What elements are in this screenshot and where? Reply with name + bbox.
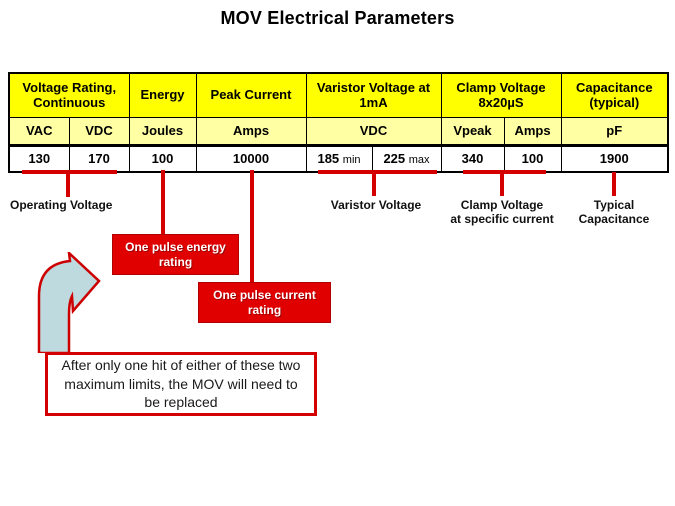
value-joules: 100: [128, 144, 197, 173]
varistor-min-label: min: [342, 153, 361, 166]
unit-amps: Amps: [195, 117, 307, 146]
peak-current-connector-line: [250, 170, 254, 283]
table-units-row: VAC VDC Joules Amps VDC Vpeak Amps pF: [8, 117, 669, 146]
unit-vdc: VDC: [68, 117, 130, 146]
energy-connector-line: [161, 170, 165, 235]
page-title: MOV Electrical Parameters: [220, 8, 455, 28]
col-header-capacitance: Capacitance (typical): [560, 72, 669, 118]
unit-joules: Joules: [128, 117, 197, 146]
energy-rating-callout: One pulse energy rating: [112, 234, 239, 275]
unit-vpeak: Vpeak: [440, 117, 505, 146]
clamp-voltage-label: Clamp Voltage at specific current: [450, 198, 554, 227]
table-header-row: Voltage Rating, Continuous Energy Peak C…: [8, 72, 669, 118]
mov-parameters-table: Voltage Rating, Continuous Energy Peak C…: [8, 72, 669, 173]
value-vpeak: 340: [440, 144, 505, 173]
value-clamp-amps: 100: [503, 144, 562, 173]
varistor-voltage-tick: [372, 170, 376, 196]
operating-voltage-label: Operating Voltage: [10, 198, 113, 212]
clamp-voltage-tick: [500, 170, 504, 196]
unit-pf: pF: [560, 117, 669, 146]
varistor-min-number: 185: [317, 150, 340, 166]
value-varistor-min: 185 min: [305, 144, 373, 173]
unit-clamp-amps: Amps: [503, 117, 562, 146]
value-pf: 1900: [560, 144, 669, 173]
replacement-note-text: After only one hit of either of these tw…: [61, 356, 301, 411]
varistor-voltage-bracket: [318, 170, 437, 174]
col-header-energy: Energy: [128, 72, 197, 118]
table-values-row: 130 170 100 10000 185 min 225 max 340 10…: [8, 144, 669, 173]
value-vdc: 170: [68, 144, 130, 173]
varistor-max-number: 225: [383, 150, 406, 166]
value-varistor-max: 225 max: [371, 144, 442, 173]
clamp-voltage-bracket: [463, 170, 546, 174]
col-header-clamp-voltage: Clamp Voltage 8x20µS: [440, 72, 562, 118]
unit-varistor-vdc: VDC: [305, 117, 442, 146]
operating-voltage-tick: [66, 170, 70, 197]
replacement-note-box: After only one hit of either of these tw…: [45, 352, 317, 416]
current-rating-callout: One pulse current rating: [198, 282, 331, 323]
value-vac: 130: [8, 144, 70, 173]
varistor-voltage-label: Varistor Voltage: [330, 198, 422, 212]
curved-arrow-icon: [37, 252, 101, 353]
col-header-voltage-rating: Voltage Rating, Continuous: [8, 72, 130, 118]
col-header-peak-current: Peak Current: [195, 72, 307, 118]
capacitance-tick: [612, 172, 616, 196]
value-peak-amps: 10000: [195, 144, 307, 173]
typical-capacitance-label: Typical Capacitance: [578, 198, 650, 227]
col-header-varistor-voltage: Varistor Voltage at 1mA: [305, 72, 442, 118]
unit-vac: VAC: [8, 117, 70, 146]
varistor-max-label: max: [408, 153, 430, 166]
